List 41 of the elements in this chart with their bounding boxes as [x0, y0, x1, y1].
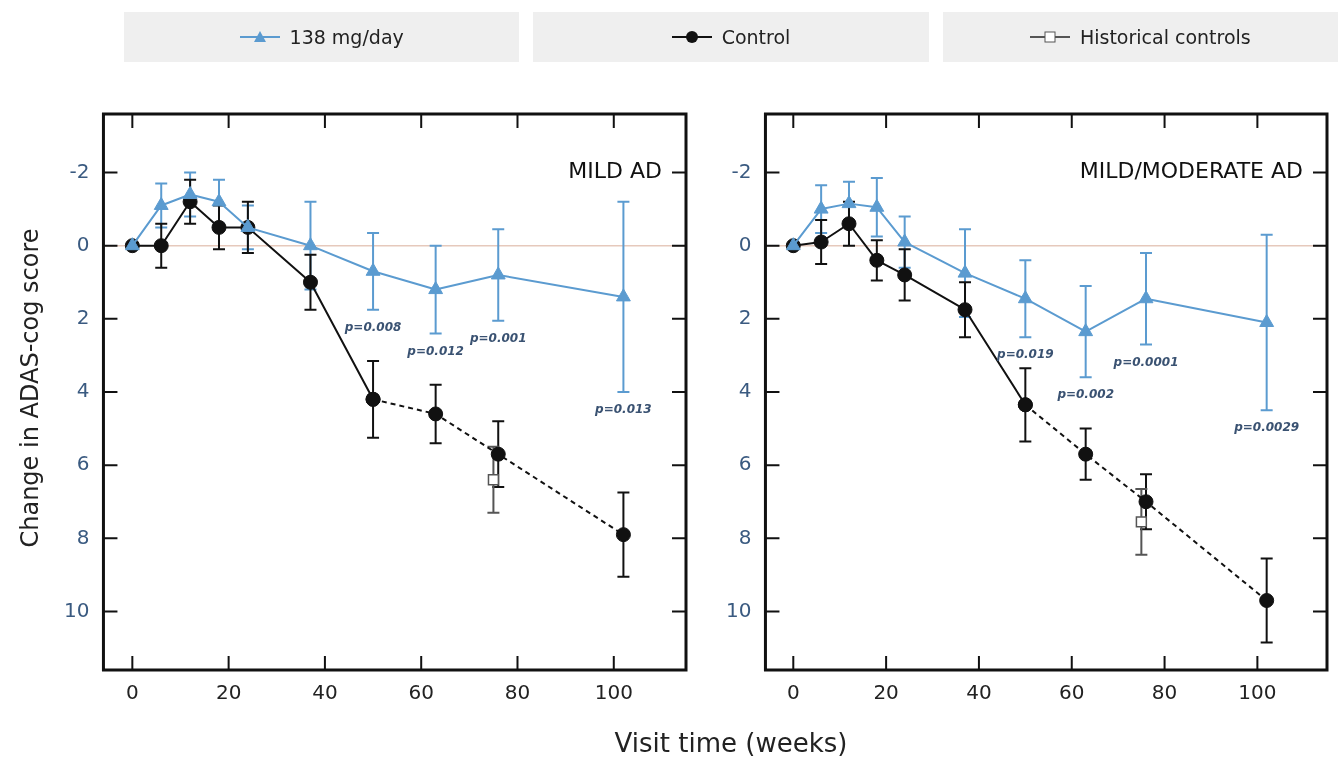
text: MILD AD	[568, 158, 662, 184]
annotation: p=0.012	[406, 343, 464, 358]
y-tick-label: 2	[738, 305, 752, 330]
y-tick-label: -2	[69, 158, 90, 183]
y-axis-title: Change in ADAS-cog score	[16, 228, 45, 548]
y-tick-label: 4	[76, 378, 90, 403]
y-tick-label: 10	[64, 597, 90, 622]
x-tick-label: 40	[966, 680, 992, 705]
x-tick-label: 80	[504, 680, 531, 705]
y-tick-label: 4	[738, 378, 752, 403]
annotation: p=0.008	[343, 319, 402, 334]
x-tick-label: 60	[1059, 680, 1085, 705]
annotation: p=0.019	[996, 347, 1054, 362]
x-tick-label: 20	[873, 680, 899, 705]
x-tick-label: 0	[786, 680, 800, 705]
y-tick-label: 8	[738, 524, 752, 549]
x-tick-label: 40	[312, 680, 338, 705]
y-tick-label: -2	[731, 158, 752, 183]
x-tick-label: 80	[1151, 680, 1178, 705]
x-tick-label: 20	[215, 680, 242, 705]
annotation: p=0.013	[594, 402, 652, 417]
x-axis-title: Visit time (weeks)	[613, 728, 849, 758]
x-tick-label: 100	[594, 680, 633, 705]
y-tick-label: 6	[76, 451, 90, 476]
x-tick-label: 0	[125, 680, 139, 705]
y-tick-label: 0	[738, 231, 752, 256]
y-tick-label: 2	[76, 305, 90, 330]
annotation: p=0.0001	[1112, 354, 1179, 369]
x-tick-label: 100	[1238, 680, 1277, 705]
y-tick-label: 0	[76, 231, 90, 256]
legend-label: Control	[721, 26, 791, 48]
legend-label: Historical controls	[1079, 26, 1251, 48]
y-tick-label: 6	[738, 451, 752, 476]
y-tick-label: 10	[726, 597, 752, 622]
annotation: p=0.0029	[1233, 420, 1300, 435]
legend-label: 138 mg/day	[289, 26, 404, 48]
annotation: p=0.001	[468, 330, 527, 345]
x-tick-label: 60	[408, 680, 434, 705]
y-tick-label: 8	[76, 524, 90, 549]
text: MILD/MODERATE AD	[1079, 158, 1303, 184]
annotation: p=0.002	[1056, 387, 1114, 402]
